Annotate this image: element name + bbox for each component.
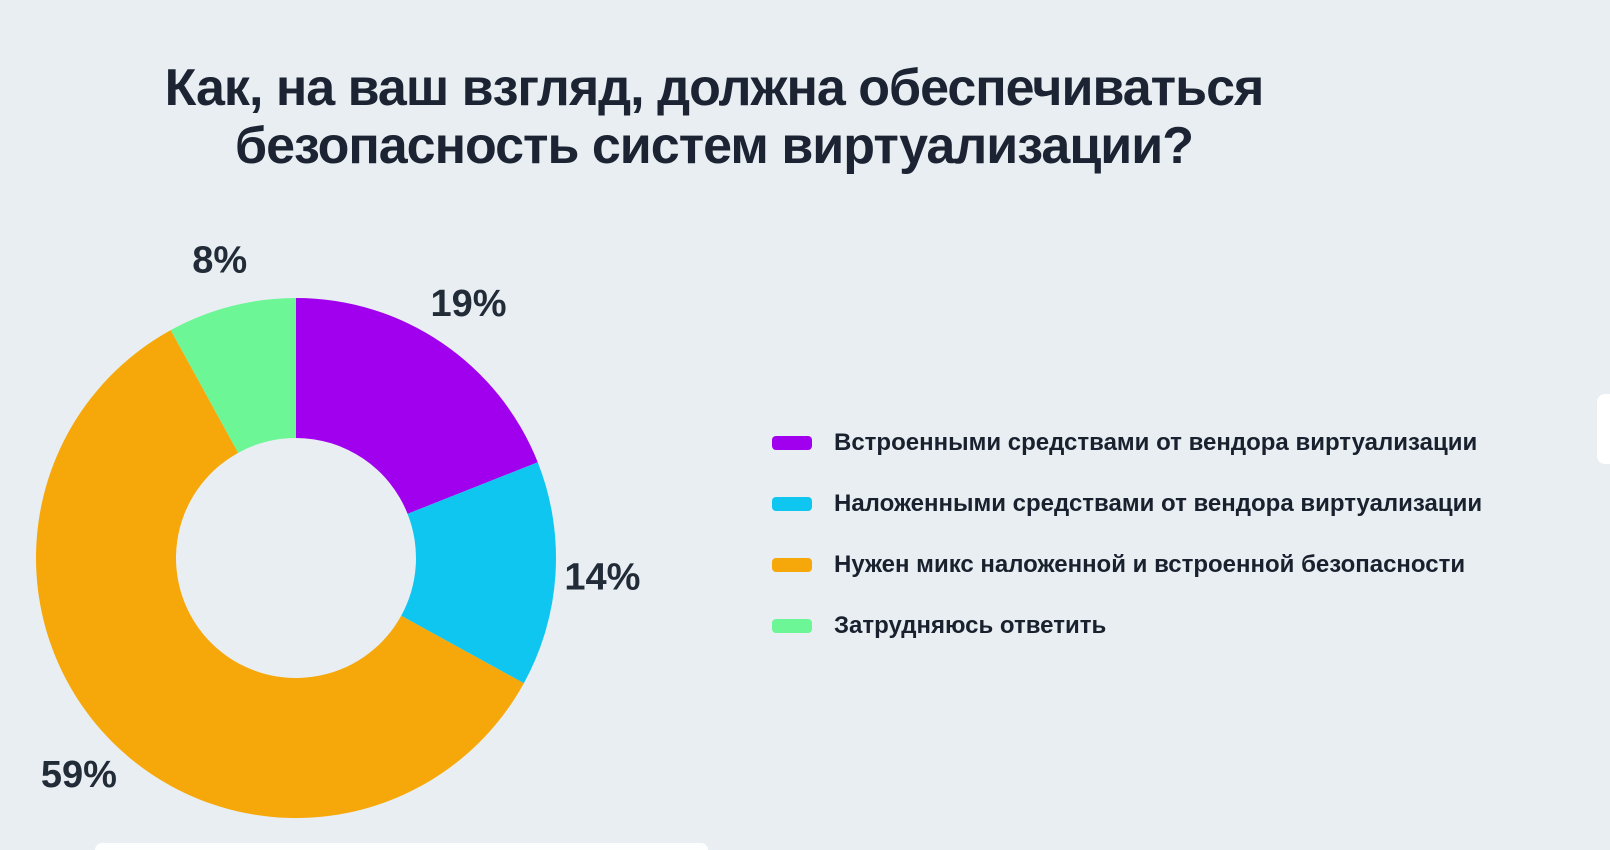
legend-item-label: Затрудняюсь ответить: [834, 612, 1107, 639]
legend-item-undecided[interactable]: Затрудняюсь ответить: [772, 612, 1482, 640]
page-title-line-2: безопасность систем виртуализации?: [235, 116, 1194, 175]
legend-item-built-in[interactable]: Встроенными средствами от вендора виртуа…: [772, 429, 1482, 457]
bottom-card-partial: [95, 843, 708, 850]
donut-slice-0[interactable]: [296, 298, 538, 514]
legend-item-mix[interactable]: Нужен микс наложенной и встроенной безоп…: [772, 551, 1482, 579]
tooltip-card-partial: [1597, 394, 1610, 464]
legend-item-label: Встроенными средствами от вендора виртуа…: [834, 429, 1478, 456]
legend: Встроенными средствами от вендора виртуа…: [772, 429, 1482, 673]
donut-chart: 19% 14% 59% 8%: [35, 240, 640, 819]
page-title: Как, на ваш взгляд, должна обеспечиватьс…: [0, 59, 1428, 175]
slice-value-label: 59%: [41, 754, 117, 796]
legend-swatch-icon: [772, 436, 812, 450]
donut-slice-3[interactable]: [170, 298, 296, 453]
legend-swatch-icon: [772, 558, 812, 572]
slice-value-label: 14%: [564, 556, 640, 598]
page-title-line-1: Как, на ваш взгляд, должна обеспечиватьс…: [164, 58, 1265, 117]
slice-value-label: 8%: [192, 240, 247, 282]
legend-item-label: Наложенными средствами от вендора виртуа…: [834, 490, 1483, 517]
slice-value-label: 19%: [431, 283, 507, 325]
donut-slice-1[interactable]: [401, 462, 556, 684]
legend-item-label: Нужен микс наложенной и встроенной безоп…: [834, 551, 1466, 578]
donut-slice-2[interactable]: [35, 330, 524, 819]
legend-item-overlay[interactable]: Наложенными средствами от вендора виртуа…: [772, 490, 1482, 518]
legend-swatch-icon: [772, 497, 812, 511]
legend-swatch-icon: [772, 619, 812, 633]
